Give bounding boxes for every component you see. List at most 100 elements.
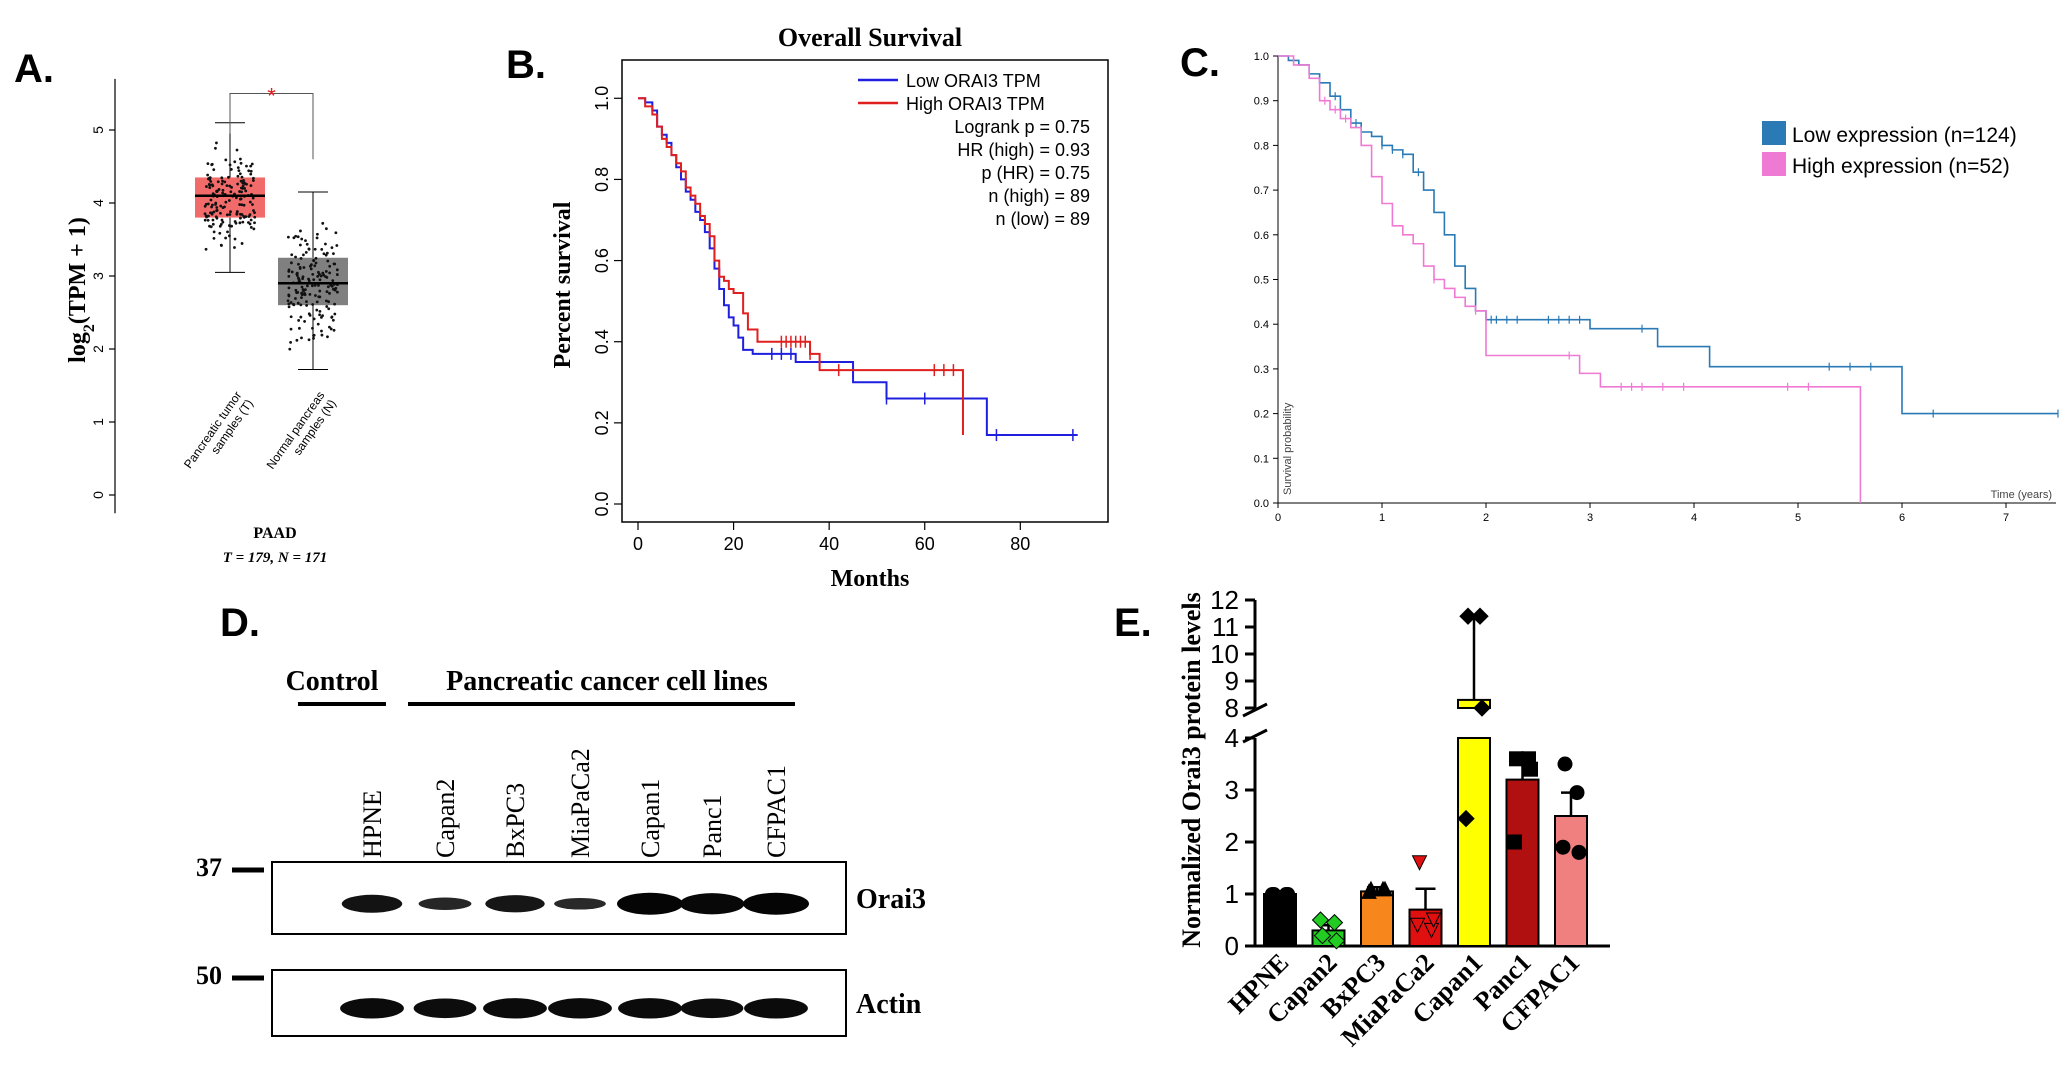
sample-point (305, 300, 308, 304)
sample-point (308, 293, 312, 296)
significance-star: * (267, 84, 276, 109)
band-actin-miapaca2 (548, 998, 612, 1019)
sample-point (330, 246, 334, 250)
sample-point (206, 173, 210, 177)
legend-label-low: Low ORAI3 TPM (906, 71, 1041, 91)
sample-point (326, 259, 330, 263)
group-label-control: Control (286, 666, 379, 697)
y-tick-label: 0.0 (592, 491, 612, 516)
y-tick-label: 0.8 (1254, 140, 1269, 152)
y-tick-label: 8 (1225, 693, 1239, 723)
sample-point (310, 284, 314, 288)
sample-point (322, 252, 326, 256)
sample-point (313, 264, 317, 268)
band-actin-capan2 (413, 998, 477, 1019)
y-tick-label: 0.4 (592, 329, 612, 354)
sample-point (238, 221, 242, 225)
bar-cfpac1 (1554, 815, 1588, 947)
axis-break-mark (1242, 728, 1268, 744)
sample-point (233, 237, 237, 241)
sample-point (225, 184, 229, 188)
sample-point (300, 296, 303, 300)
sample-point (307, 279, 311, 283)
sample-point (324, 299, 328, 303)
panel-a: A. log2(TPM + 1) 0 1 2 3 4 5 * Pancreatic tum… (14, 47, 348, 566)
marker-label-50: 50 (196, 961, 222, 990)
sample-point (299, 303, 303, 307)
sample-point (315, 300, 319, 304)
sample-point (287, 302, 291, 306)
panel-b-legend: Low ORAI3 TPM High ORAI3 TPM Logrank p =… (858, 71, 1090, 229)
sample-point (247, 169, 251, 173)
panel-a-sample-counts: T = 179, N = 171 (223, 550, 328, 566)
survival-curve-high-expression (1278, 55, 1862, 503)
y-tick-label: 1 (90, 418, 106, 426)
sample-point (204, 202, 208, 206)
sample-point (329, 327, 333, 331)
sample-point (327, 300, 330, 304)
sample-point (220, 218, 224, 222)
sample-point (297, 262, 300, 266)
sample-point (223, 205, 226, 209)
sample-point (304, 250, 308, 254)
x-tick-label: 6 (1899, 512, 1905, 524)
sample-point (238, 203, 242, 206)
sample-point (216, 180, 220, 184)
sample-point (241, 184, 245, 188)
bar-capan1 (1457, 737, 1491, 947)
sample-point (320, 247, 324, 251)
bar-bxpc3 (1360, 890, 1394, 948)
sample-point (330, 315, 334, 319)
sample-point (316, 274, 320, 278)
y-tick-label: 0.0 (1254, 498, 1269, 510)
y-tick-label: 0.2 (1254, 409, 1269, 421)
panel-c-label: C. (1180, 41, 1220, 85)
sample-point (324, 253, 328, 257)
legend-stat-phr: p (HR) = 0.75 (981, 163, 1090, 183)
data-point (1313, 926, 1332, 945)
survival-curve-high (638, 97, 964, 436)
sample-point (224, 158, 228, 162)
sample-point (331, 287, 335, 291)
axis-break-mark (1242, 702, 1268, 718)
sample-point (318, 313, 321, 317)
sample-point (300, 285, 304, 289)
sample-point (219, 223, 223, 226)
sample-point (296, 291, 300, 294)
sample-point (234, 221, 238, 225)
sample-point (218, 231, 222, 235)
sample-point (311, 303, 315, 306)
group-label-0: Pancreatic tumorsamples (T) (181, 389, 256, 479)
sample-point (299, 257, 303, 260)
sample-point (296, 301, 300, 305)
sample-point (252, 176, 255, 180)
sample-point (324, 270, 328, 273)
data-point (1555, 839, 1571, 855)
sample-point (315, 236, 319, 240)
sample-point (294, 255, 297, 259)
sample-point (227, 175, 230, 179)
sample-point (300, 237, 304, 241)
sample-point (224, 236, 228, 240)
sample-point (210, 211, 214, 215)
sample-point (336, 290, 339, 294)
sample-point (212, 168, 216, 172)
data-point (1325, 913, 1344, 932)
y-tick-label: 2 (1225, 827, 1239, 857)
sample-point (298, 326, 301, 330)
lane-label-panc1: Panc1 (698, 794, 727, 858)
sample-point (335, 273, 339, 276)
sample-point (240, 242, 244, 245)
sample-point (311, 272, 315, 276)
y-tick-label: 1 (1225, 879, 1239, 909)
sample-point (212, 230, 216, 234)
sample-point (294, 297, 297, 300)
lane-label-cfpac1: CFPAC1 (762, 765, 791, 858)
y-tick-label: 2 (90, 345, 106, 353)
sample-point (211, 222, 215, 226)
x-tick-label: 2 (1483, 512, 1489, 524)
sample-point (295, 271, 299, 275)
legend-stat-hr: HR (high) = 0.93 (957, 140, 1090, 160)
sample-point (239, 197, 243, 201)
x-tick-label: 0 (633, 534, 643, 554)
